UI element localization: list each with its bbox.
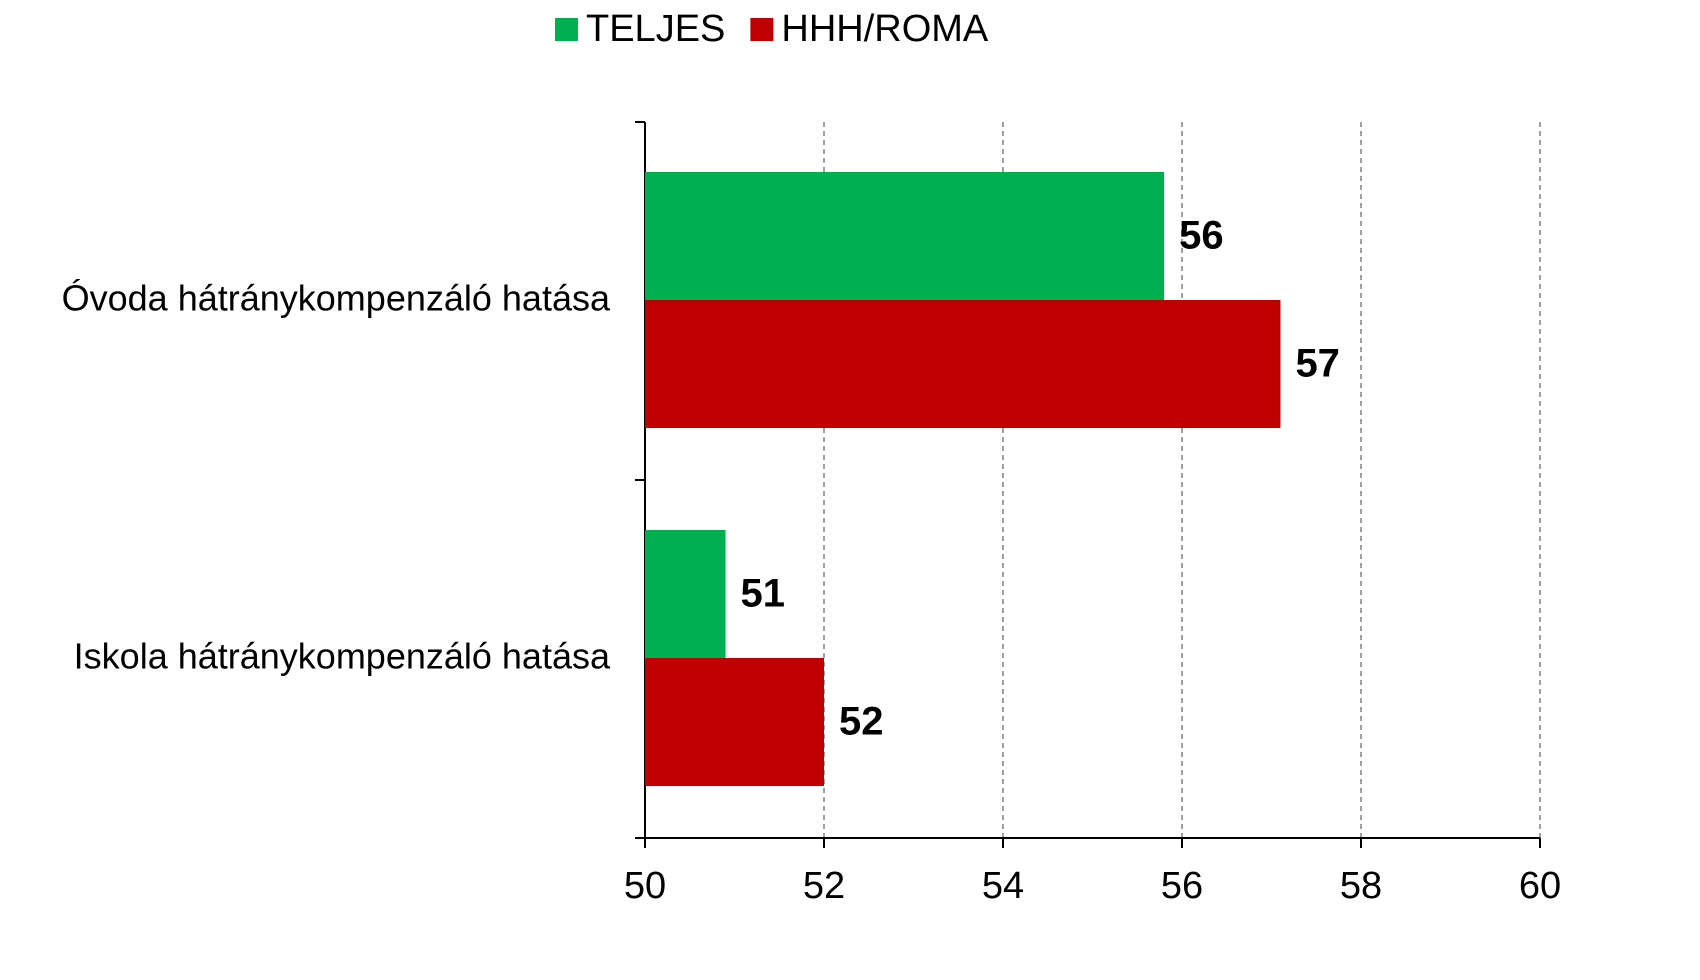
- data-label: 56: [1179, 214, 1224, 258]
- bar: [645, 172, 1165, 300]
- x-tick-label: 52: [803, 865, 845, 907]
- data-label: 51: [741, 572, 786, 616]
- bar: [645, 658, 824, 786]
- legend-label: TELJES: [586, 8, 725, 50]
- x-tick-label: 60: [1519, 865, 1561, 907]
- x-tick-label: 50: [624, 865, 666, 907]
- x-tick-label: 54: [982, 865, 1024, 907]
- bar: [645, 300, 1281, 428]
- data-label: 57: [1295, 342, 1340, 386]
- legend-swatch: [750, 18, 774, 41]
- legend-label: HHH/ROMA: [781, 8, 989, 50]
- y-tick-label: Iskola hátránykompenzáló hatása: [74, 636, 611, 677]
- y-tick-label: Óvoda hátránykompenzáló hatása: [62, 278, 611, 319]
- legend-swatch: [555, 18, 578, 41]
- x-tick-label: 56: [1161, 865, 1203, 907]
- bar: [645, 530, 726, 658]
- x-tick-label: 58: [1340, 865, 1382, 907]
- data-label: 52: [839, 700, 884, 744]
